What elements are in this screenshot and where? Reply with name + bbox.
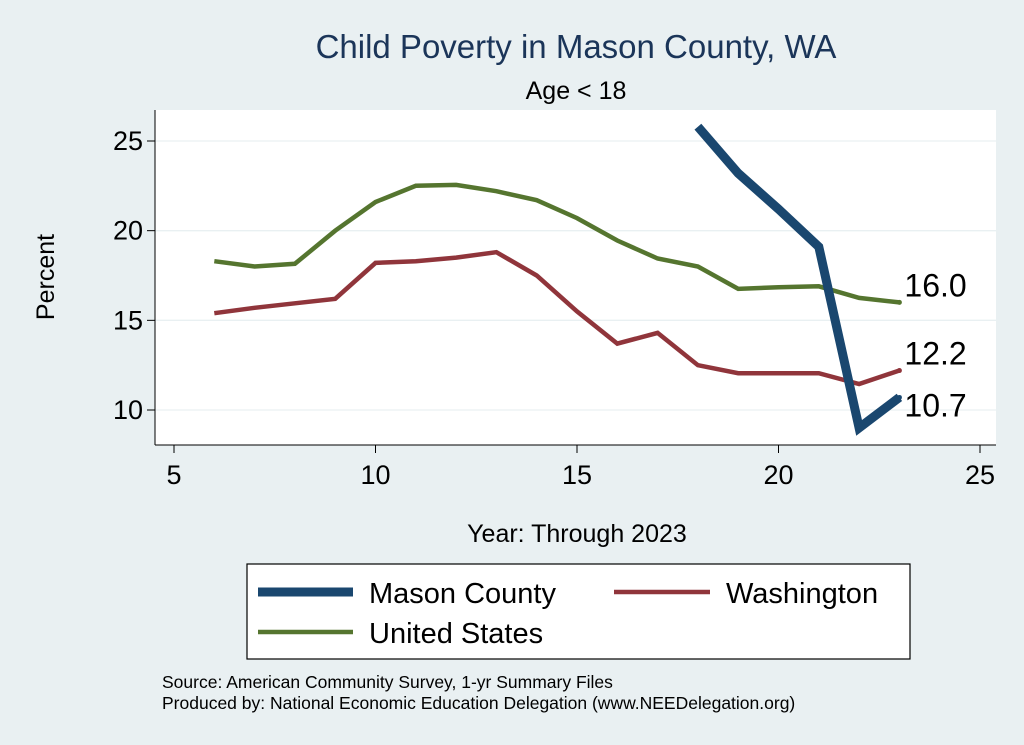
- end-label-washington: 12.2: [904, 336, 966, 372]
- end-label-united-states: 16.0: [904, 267, 966, 303]
- y-tick-label: 20: [113, 216, 143, 246]
- chart-title: Child Poverty in Mason County, WA: [316, 28, 837, 65]
- chart-subtitle: Age < 18: [526, 77, 627, 105]
- end-point-mason-county: [896, 394, 902, 400]
- series-layer: [214, 123, 903, 436]
- x-tick-label: 10: [360, 460, 390, 490]
- end-labels: 10.7 12.2 16.0: [904, 267, 966, 423]
- x-tick-label: 25: [965, 460, 995, 490]
- x-axis-title: Year: Through 2023: [467, 520, 687, 548]
- legend-label-mason-county: Mason County: [369, 578, 556, 610]
- x-tick-label: 20: [763, 460, 793, 490]
- end-point-united-states: [896, 299, 902, 305]
- x-tick-label: 15: [562, 460, 592, 490]
- legend-label-united-states: United States: [369, 618, 543, 650]
- y-tick-label: 25: [113, 126, 143, 156]
- legend: Mason County Washington United States: [258, 578, 878, 650]
- x-tick-label: 5: [166, 460, 181, 490]
- legend-box: [246, 563, 911, 660]
- y-axis-title: Percent: [32, 234, 60, 320]
- series-line-united-states: [214, 182, 900, 305]
- end-label-mason-county: 10.7: [904, 387, 966, 423]
- end-point-washington: [896, 368, 902, 374]
- axes: 10 15 20 25 5 10 15 20 25: [113, 110, 996, 490]
- y-tick-label: 15: [113, 305, 143, 335]
- plot-area: [155, 110, 996, 445]
- legend-label-washington: Washington: [726, 578, 878, 610]
- source-line-2: Produced by: National Economic Education…: [162, 693, 795, 713]
- y-tick-label: 10: [113, 395, 143, 425]
- series-line-washington: [214, 249, 901, 387]
- series-line-mason-county: [694, 123, 903, 436]
- source-line-1: Source: American Community Survey, 1-yr …: [162, 672, 613, 692]
